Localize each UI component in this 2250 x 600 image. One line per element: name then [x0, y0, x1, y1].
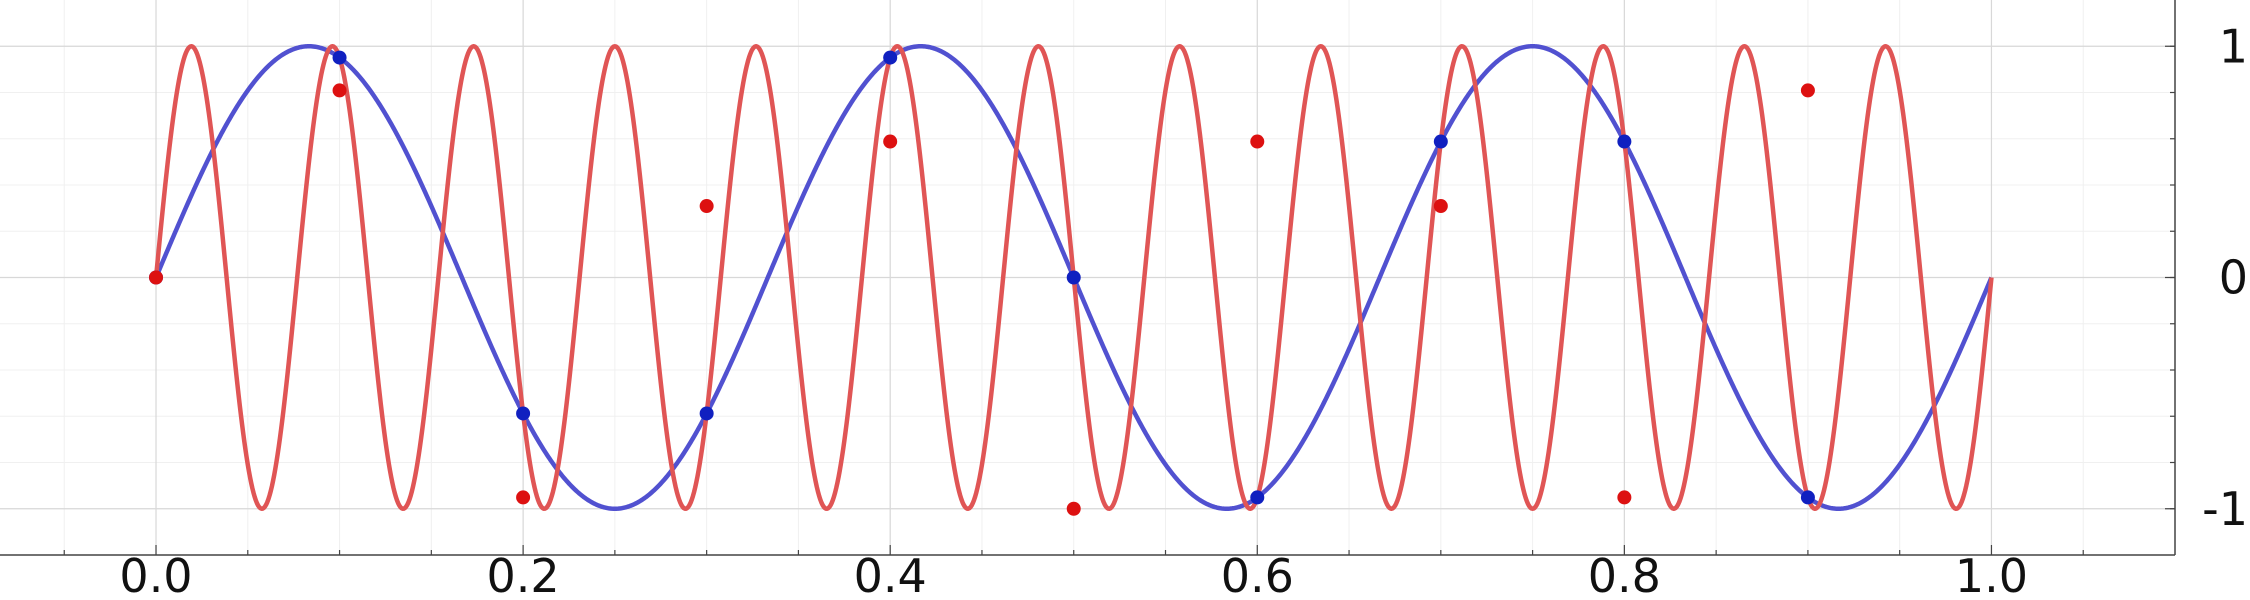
sample-point: [516, 406, 531, 421]
tick-labels: 0.0 0.2 0.4 0.6 0.8 1.0 1 0 -1: [119, 19, 2248, 600]
sample-point: [1617, 490, 1632, 505]
sample-point: [1800, 490, 1815, 505]
sample-point: [1617, 134, 1632, 149]
sample-point: [1066, 270, 1081, 285]
x-tick-label: 0.4: [854, 549, 927, 600]
sample-point: [1250, 490, 1265, 505]
y-tick-label: -1: [2202, 482, 2248, 536]
sample-point: [1433, 199, 1448, 214]
sample-point: [332, 50, 347, 65]
sample-point: [883, 134, 898, 149]
y-tick-label: 0: [2219, 251, 2248, 305]
sample-point: [1433, 134, 1448, 149]
sample-point: [516, 490, 531, 505]
axes: [0, 0, 2176, 556]
sample-points: [149, 50, 1815, 516]
x-tick-label: 0.0: [119, 549, 192, 600]
sample-point: [1800, 83, 1815, 98]
sample-point: [1066, 501, 1081, 516]
x-tick-label: 0.6: [1221, 549, 1294, 600]
sample-point: [883, 50, 898, 65]
y-tick-label: 1: [2219, 19, 2248, 73]
x-tick-label: 1.0: [1955, 549, 2028, 600]
x-tick-label: 0.8: [1588, 549, 1661, 600]
sample-point: [149, 270, 164, 285]
sample-point: [1250, 134, 1265, 149]
sample-point: [699, 406, 714, 421]
sample-point: [699, 199, 714, 214]
sample-point: [332, 83, 347, 98]
x-tick-label: 0.2: [487, 549, 560, 600]
